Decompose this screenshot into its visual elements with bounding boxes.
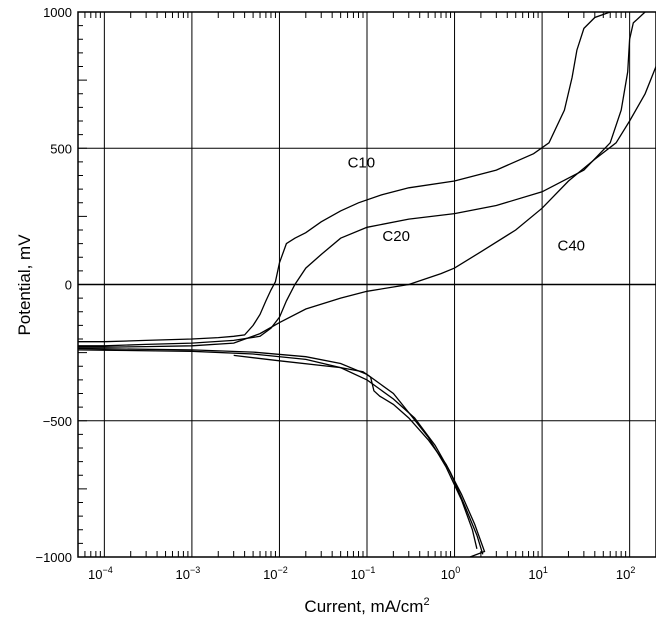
series-layer: C10 C20 C40 xyxy=(78,12,656,557)
series-line-c20 xyxy=(78,12,646,347)
x-tick-labels: 10−4 10−3 10−2 10−1 100 101 102 xyxy=(88,565,635,582)
x-tick-label: 10−2 xyxy=(263,565,288,582)
series-line-c10 xyxy=(78,12,611,343)
x-axis-label-superscript: 2 xyxy=(423,596,429,608)
x-tick-label: 10−4 xyxy=(88,565,113,582)
series-line-cathodic-3 xyxy=(233,354,486,557)
y-tick-labels: −1000 −500 0 500 1000 xyxy=(35,5,72,565)
y-tick-label: −500 xyxy=(43,414,72,429)
series-line-c40 xyxy=(78,66,656,348)
x-tick-label: 10−3 xyxy=(176,565,201,582)
x-tick-label: 102 xyxy=(616,565,635,582)
y-tick-label: 0 xyxy=(65,278,72,293)
series-line-cathodic-2 xyxy=(78,349,484,555)
x-tick-label: 10−1 xyxy=(351,565,376,582)
y-tick-label: 500 xyxy=(50,141,72,156)
grid xyxy=(78,12,656,557)
y-axis-label: Potential, mV xyxy=(15,234,34,336)
plot-frame xyxy=(77,11,656,558)
x-axis-label: Current, mA/cm2 xyxy=(304,596,429,616)
series-line-cathodic-1 xyxy=(78,347,478,549)
x-tick-label: 100 xyxy=(441,565,460,582)
series-label-c20: C20 xyxy=(382,228,410,245)
x-axis-label-text: Current, mA/cm xyxy=(304,597,423,616)
y-tick-label: 1000 xyxy=(43,5,72,20)
series-label-c40: C40 xyxy=(558,237,586,254)
series-label-c10: C10 xyxy=(348,154,376,171)
y-tick-label: −1000 xyxy=(35,550,72,565)
x-tick-label: 101 xyxy=(528,565,547,582)
